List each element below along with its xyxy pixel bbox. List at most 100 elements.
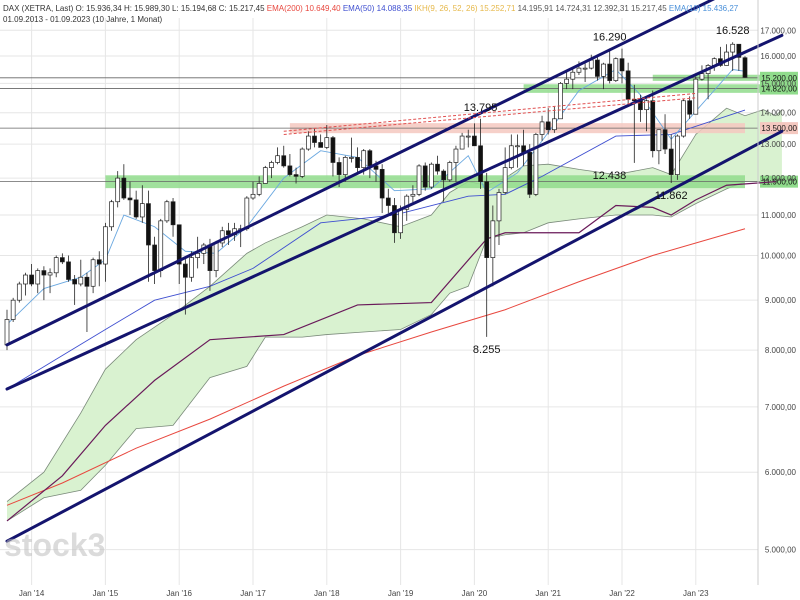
candle-body xyxy=(674,135,680,175)
candle-body xyxy=(650,100,656,152)
candle-body xyxy=(595,59,600,77)
candle-body xyxy=(582,67,588,70)
candle-body xyxy=(736,43,742,58)
y-tick-label: 14.000,00 xyxy=(760,109,796,118)
header-item: EMA(50) xyxy=(341,4,375,13)
candle-body xyxy=(625,70,631,100)
price-annotation: 13.795 xyxy=(464,102,498,114)
candle-body xyxy=(416,165,422,195)
header-item: 10.649,40 xyxy=(303,4,341,13)
candle-body xyxy=(306,135,311,150)
cloud-fill xyxy=(7,108,782,521)
header-item: 14.195,91 xyxy=(515,4,553,13)
candle-body xyxy=(262,167,268,184)
cloud-lower-edge xyxy=(6,181,782,522)
zone-level-tag xyxy=(760,122,798,135)
candle-body xyxy=(269,162,274,168)
candle-body xyxy=(681,100,686,137)
candle-body xyxy=(170,201,176,226)
header-item: 15.436,27 xyxy=(700,4,738,13)
candle-body xyxy=(355,157,360,168)
candle-body xyxy=(558,83,563,120)
candle-body xyxy=(66,261,71,280)
candle-body xyxy=(146,203,151,246)
candle-body xyxy=(23,274,28,285)
header-item: C: 15.217,45 xyxy=(217,4,266,13)
trendline xyxy=(5,0,716,347)
zone-level-tag xyxy=(760,82,798,95)
candle-body xyxy=(533,134,539,195)
candle-body xyxy=(404,195,410,210)
candle-body xyxy=(410,193,416,197)
x-tick-label: Jan '20 xyxy=(462,589,488,598)
candle-body xyxy=(662,129,668,150)
candle-body xyxy=(10,299,16,320)
price-annotation: 16.528 xyxy=(716,25,750,37)
ichimoku-cloud xyxy=(6,107,783,522)
ema50-line xyxy=(6,109,746,390)
candle-body xyxy=(299,148,305,177)
header-item: 15.252,71 xyxy=(478,4,516,13)
candle-body xyxy=(379,169,385,199)
watermark-logo: stock3 xyxy=(4,527,105,563)
candle-body xyxy=(127,197,133,201)
candle-body xyxy=(78,276,84,285)
x-tick-label: Jan '22 xyxy=(609,589,635,598)
candle-body xyxy=(465,135,471,138)
trendline xyxy=(5,129,784,543)
candlesticks xyxy=(4,42,748,351)
y-tick-label: 8.000,00 xyxy=(765,346,797,355)
resistance-dashed-line xyxy=(283,97,696,135)
candle-body xyxy=(730,43,736,53)
candle-body xyxy=(385,197,391,206)
candle-body xyxy=(496,192,502,222)
x-tick-label: Jan '23 xyxy=(683,589,709,598)
y-tick-label: 16.000,00 xyxy=(760,52,796,61)
candle-body xyxy=(515,145,520,148)
candle-body xyxy=(133,199,139,218)
candle-body xyxy=(441,170,446,181)
candle-body xyxy=(207,244,213,271)
zone-level-tag xyxy=(760,175,798,188)
zone-level-label: 15.200,00 xyxy=(761,74,797,83)
candle-body xyxy=(336,162,342,175)
candle-body xyxy=(139,203,145,218)
candle-body xyxy=(742,57,748,78)
resistance-dashed-line xyxy=(283,92,696,132)
header-item: DAX (XETRA, Last) xyxy=(3,4,74,13)
candle-body xyxy=(429,163,434,188)
candle-body xyxy=(213,242,219,271)
candle-body xyxy=(656,129,662,152)
candle-body xyxy=(158,220,164,271)
candle-body xyxy=(115,177,121,203)
candle-body xyxy=(422,165,428,188)
candle-body xyxy=(613,58,619,81)
candle-body xyxy=(398,208,403,234)
candle-body xyxy=(16,283,22,301)
y-tick-label: 13.000,00 xyxy=(760,140,796,149)
candle-body xyxy=(226,230,231,236)
candle-body xyxy=(29,274,34,285)
candle-body xyxy=(324,137,330,148)
y-tick-label: 7.000,00 xyxy=(765,403,797,412)
x-tick-label: Jan '16 xyxy=(166,589,192,598)
y-tick-label: 10.000,00 xyxy=(760,251,796,260)
candle-body xyxy=(90,259,96,287)
chart-header: DAX (XETRA, Last) O: 15.936,34 H: 15.989… xyxy=(3,4,739,24)
trendline xyxy=(5,33,784,391)
price-annotation: 12.438 xyxy=(593,170,627,182)
y-tick-label: 17.000,00 xyxy=(760,26,796,35)
x-tick-label: Jan '17 xyxy=(240,589,266,598)
candle-body xyxy=(545,121,551,131)
candle-body xyxy=(96,259,102,265)
header-item: IKH(9, 26, 52, 26) xyxy=(412,4,478,13)
candle-body xyxy=(312,135,317,143)
zone-level-label: 13.500,00 xyxy=(761,124,797,133)
candle-body xyxy=(453,148,459,163)
y-tick-label: 6.000,00 xyxy=(765,468,797,477)
header-item: 14.088,35 xyxy=(374,4,412,13)
y-tick-label: 5.000,00 xyxy=(765,546,797,555)
candle-body xyxy=(361,150,367,168)
header-item: O: 15.936,34 xyxy=(73,4,122,13)
x-tick-label: Jan '15 xyxy=(93,589,119,598)
